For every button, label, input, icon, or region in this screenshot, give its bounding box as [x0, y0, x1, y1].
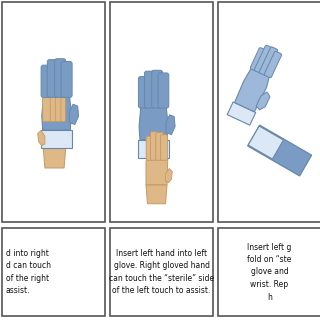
FancyBboxPatch shape — [264, 51, 282, 78]
FancyBboxPatch shape — [55, 59, 66, 97]
Text: Insert left g
fold on “ste
glove and
wrist. Rep
h: Insert left g fold on “ste glove and wri… — [247, 243, 292, 301]
Text: d into right
d can touch
of the right
assist.: d into right d can touch of the right as… — [6, 249, 51, 295]
Polygon shape — [146, 185, 167, 204]
Polygon shape — [235, 68, 269, 112]
Polygon shape — [165, 169, 172, 183]
Polygon shape — [42, 93, 71, 130]
Polygon shape — [38, 131, 45, 146]
FancyBboxPatch shape — [259, 47, 278, 76]
Bar — [110, 228, 213, 316]
FancyBboxPatch shape — [139, 76, 149, 108]
FancyBboxPatch shape — [53, 91, 61, 122]
FancyBboxPatch shape — [43, 94, 50, 122]
FancyBboxPatch shape — [250, 48, 266, 71]
Polygon shape — [43, 117, 67, 148]
Polygon shape — [166, 115, 175, 135]
Polygon shape — [248, 125, 312, 176]
FancyBboxPatch shape — [248, 126, 284, 159]
Bar — [218, 228, 320, 316]
Polygon shape — [256, 92, 270, 110]
Bar — [218, 2, 320, 222]
Bar — [2, 2, 105, 222]
Bar — [2, 228, 105, 316]
FancyBboxPatch shape — [254, 45, 272, 73]
Bar — [138, 140, 169, 158]
FancyBboxPatch shape — [58, 96, 66, 122]
FancyBboxPatch shape — [156, 132, 163, 160]
Polygon shape — [43, 148, 66, 168]
Polygon shape — [146, 156, 168, 185]
FancyBboxPatch shape — [47, 92, 55, 122]
FancyBboxPatch shape — [61, 61, 72, 97]
Polygon shape — [139, 104, 168, 140]
Text: Insert left hand into left
glove. Right gloved hand
can touch the “sterile” side: Insert left hand into left glove. Right … — [109, 249, 214, 295]
FancyBboxPatch shape — [150, 132, 158, 160]
FancyBboxPatch shape — [146, 136, 153, 160]
FancyBboxPatch shape — [152, 70, 163, 108]
FancyBboxPatch shape — [145, 71, 155, 108]
Polygon shape — [69, 104, 79, 124]
FancyBboxPatch shape — [47, 60, 58, 97]
FancyBboxPatch shape — [41, 65, 52, 97]
FancyBboxPatch shape — [160, 135, 168, 160]
FancyBboxPatch shape — [158, 73, 169, 108]
FancyBboxPatch shape — [227, 102, 256, 125]
Bar — [110, 2, 213, 222]
Bar — [41, 130, 72, 148]
